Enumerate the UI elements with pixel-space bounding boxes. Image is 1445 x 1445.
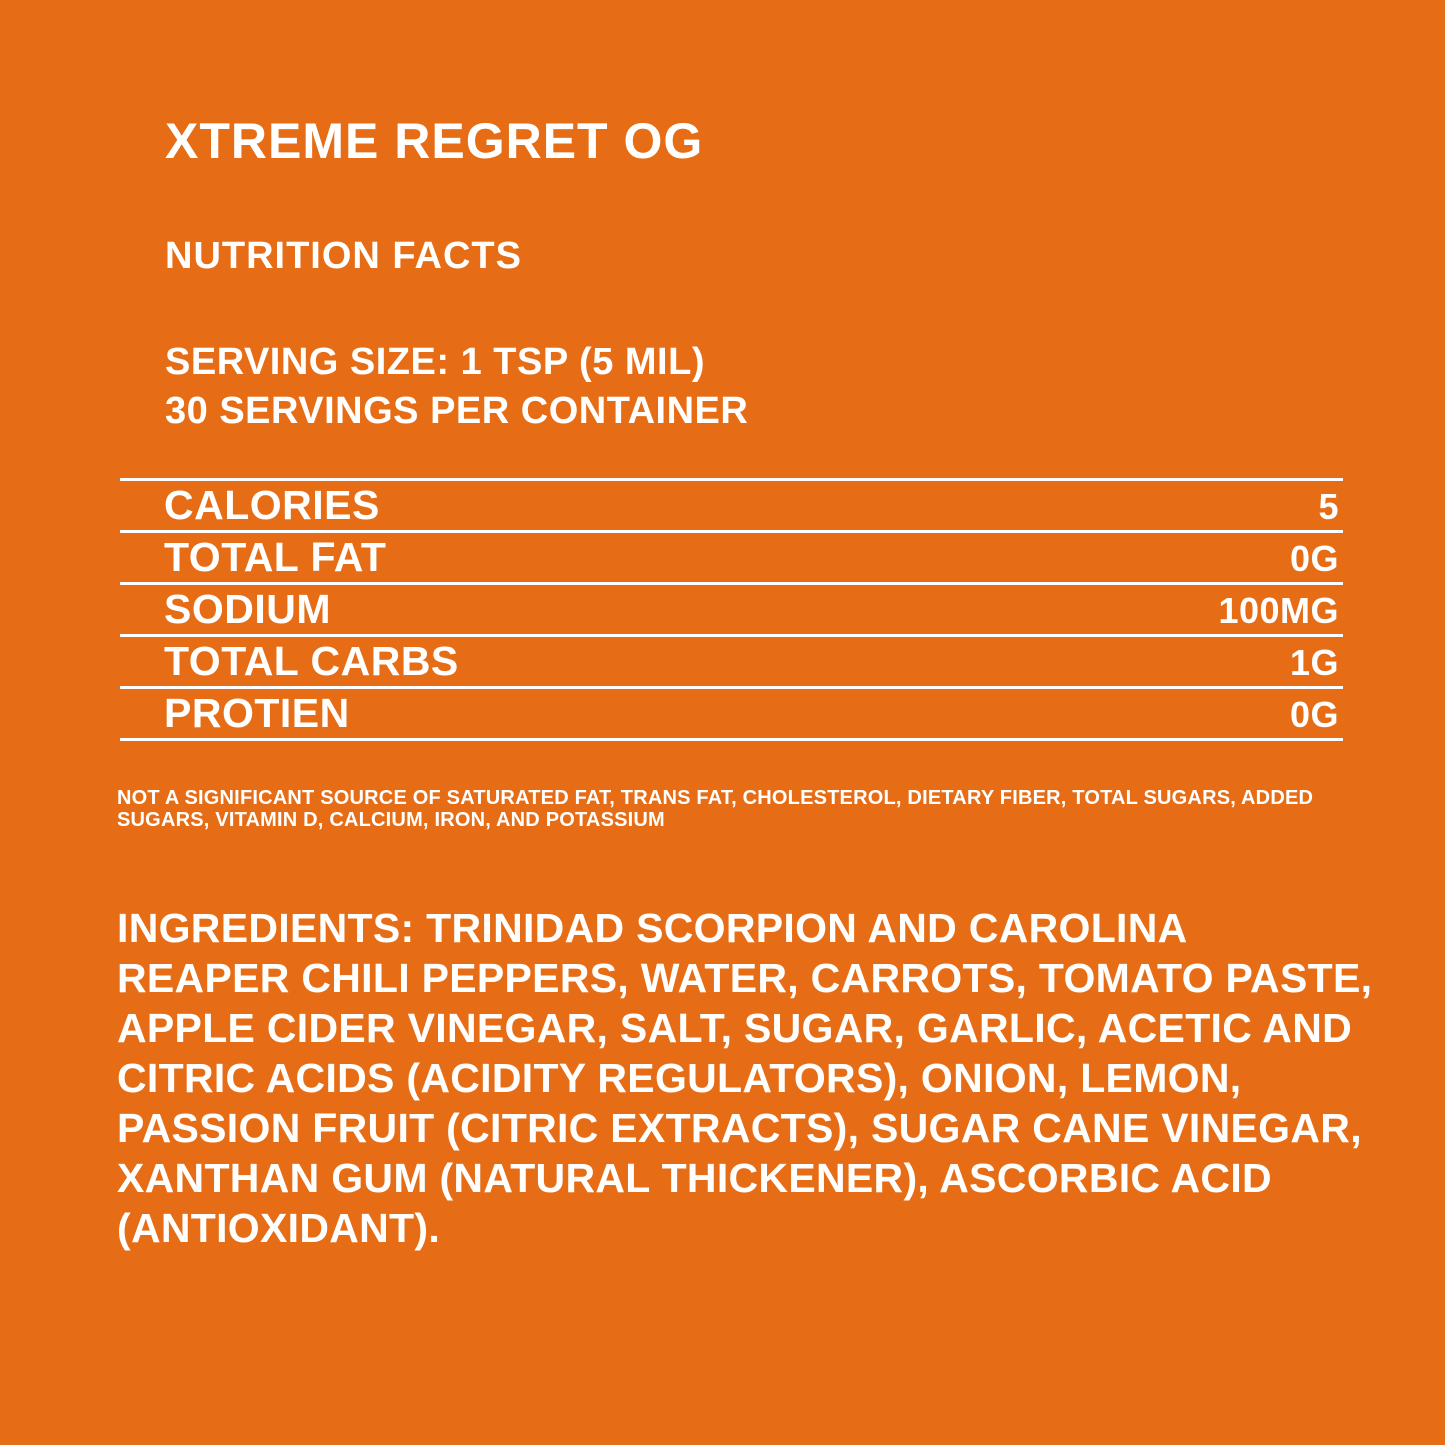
disclaimer-line: SUGARS, VITAMIN D, CALCIUM, IRON, AND PO… [117, 809, 665, 831]
fact-value: 1G [1289, 642, 1339, 683]
ingredients-line: CITRIC ACIDS (ACIDITY REGULATORS), ONION… [117, 1055, 1242, 1101]
table-row-sodium: SODIUM 100MG [120, 582, 1343, 634]
fact-value: 5 [1318, 486, 1339, 527]
fact-value: 0G [1289, 694, 1339, 735]
fact-value: 100MG [1218, 590, 1339, 631]
table-row-protein: PROTIEN 0G [120, 686, 1343, 738]
disclaimer-line: NOT A SIGNIFICANT SOURCE OF SATURATED FA… [117, 787, 1314, 809]
ingredients-line: INGREDIENTS: TRINIDAD SCORPION AND CAROL… [117, 905, 1188, 951]
ingredients-line: APPLE CIDER VINEGAR, SALT, SUGAR, GARLIC… [117, 1005, 1353, 1051]
fact-name: TOTAL FAT [164, 534, 387, 580]
nutrition-facts-table: CALORIES 5 TOTAL FAT 0G SODIUM 100MG TOT… [120, 478, 1343, 741]
fact-name: CALORIES [164, 482, 380, 528]
table-row-calories: CALORIES 5 [120, 478, 1343, 530]
product-name: XTREME REGRET OG [165, 113, 704, 169]
nutrition-facts-heading: NUTRITION FACTS [165, 235, 522, 277]
fact-name: SODIUM [164, 586, 331, 632]
table-row-total-carbs: TOTAL CARBS 1G [120, 634, 1343, 686]
ingredients-line: (ANTIOXIDANT). [117, 1205, 441, 1251]
fact-name: TOTAL CARBS [164, 638, 459, 684]
fact-name: PROTIEN [164, 690, 350, 736]
ingredients-line: REAPER CHILI PEPPERS, WATER, CARROTS, TO… [117, 955, 1373, 1001]
disclaimer-text: NOT A SIGNIFICANT SOURCE OF SATURATED FA… [117, 787, 1357, 831]
serving-size-line: SERVING SIZE: 1 TSP (5 MIL) [165, 341, 705, 383]
table-row-total-fat: TOTAL FAT 0G [120, 530, 1343, 582]
ingredients-line: XANTHAN GUM (NATURAL THICKENER), ASCORBI… [117, 1155, 1272, 1201]
ingredients-text: INGREDIENTS: TRINIDAD SCORPION AND CAROL… [117, 903, 1372, 1253]
servings-per-container-line: 30 SERVINGS PER CONTAINER [165, 390, 749, 432]
serving-info: SERVING SIZE: 1 TSP (5 MIL) 30 SERVINGS … [165, 338, 748, 436]
fact-value: 0G [1289, 538, 1339, 579]
ingredients-line: PASSION FRUIT (CITRIC EXTRACTS), SUGAR C… [117, 1105, 1362, 1151]
